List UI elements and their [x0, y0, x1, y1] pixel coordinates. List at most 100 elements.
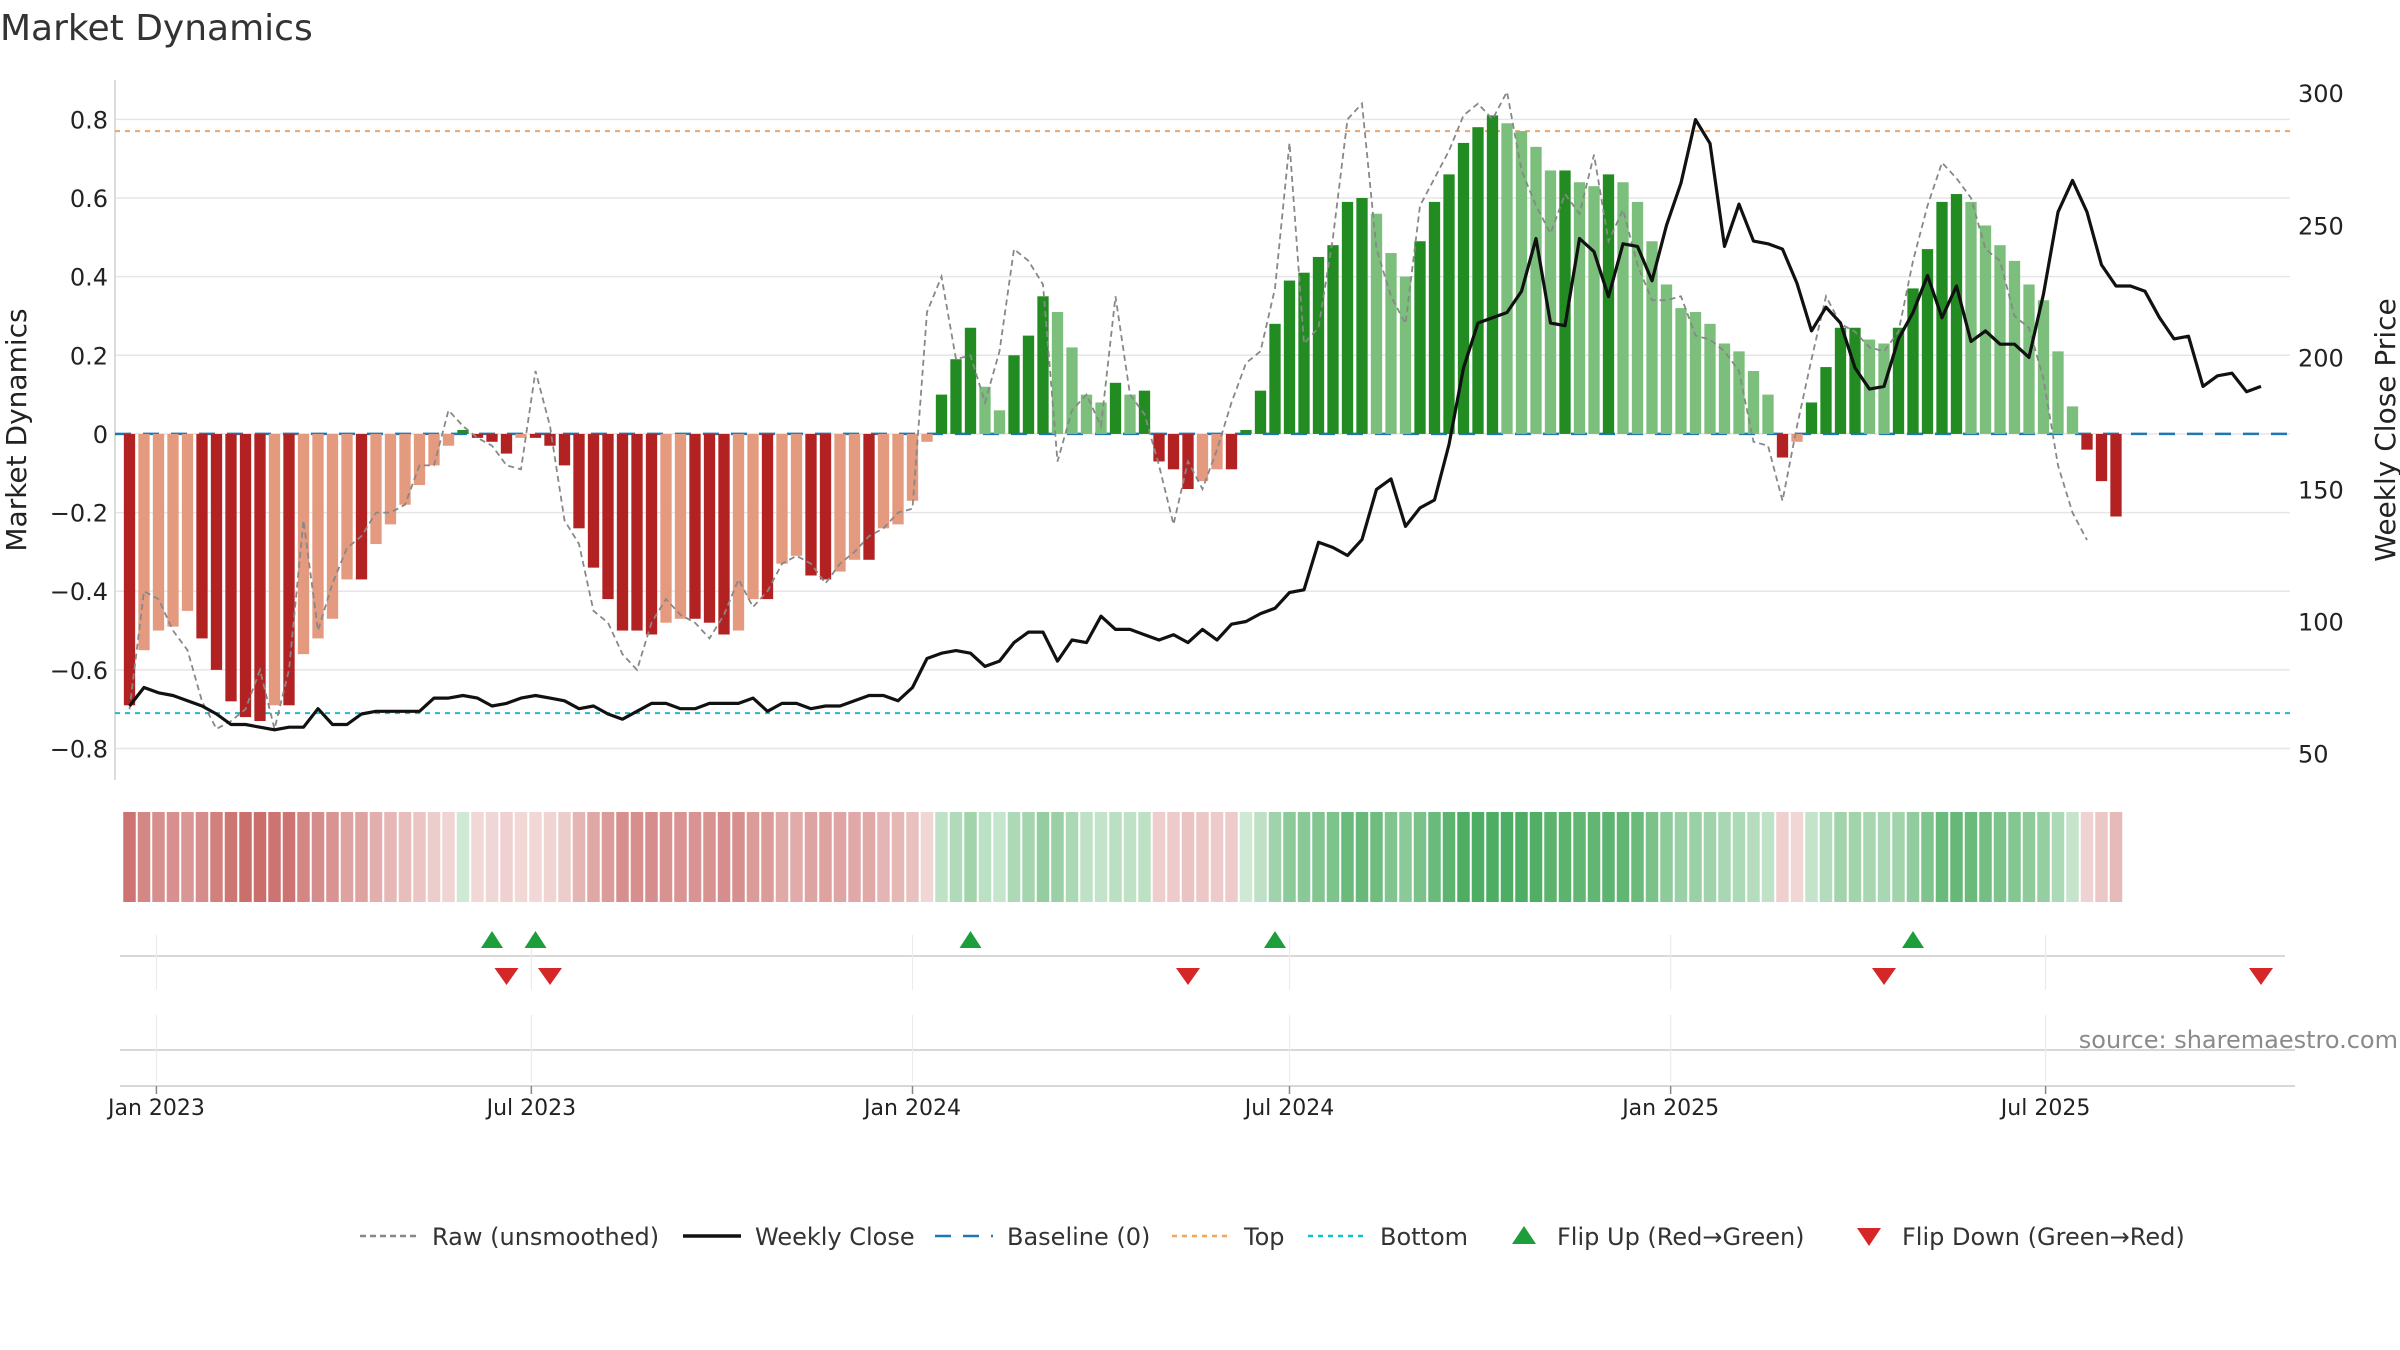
regime-cell — [1210, 812, 1224, 902]
date-tick-label: Jul 2023 — [485, 1096, 577, 1121]
date-tick-label: Jan 2024 — [862, 1096, 961, 1121]
flip-down-marker — [538, 968, 562, 985]
date-tick-label: Jul 2025 — [1999, 1096, 2091, 1121]
dynamics-bar — [616, 433, 629, 631]
dynamics-bar — [935, 394, 948, 434]
regime-cell — [775, 812, 789, 902]
regime-cell — [166, 812, 180, 902]
dynamics-bar — [312, 433, 324, 639]
dynamics-bar — [210, 433, 223, 670]
regime-cell — [1051, 812, 1064, 902]
dynamics-bar — [399, 433, 411, 505]
left-tick-label: 0.8 — [70, 106, 108, 134]
regime-cell — [514, 812, 528, 902]
dynamics-bar — [1269, 323, 1281, 434]
regime-cell — [862, 812, 876, 902]
left-tick-label: −0.4 — [50, 578, 108, 606]
regime-cell — [1587, 812, 1601, 902]
dynamics-bar — [921, 433, 933, 442]
dynamics-bar — [2066, 406, 2079, 434]
dynamics-bar — [529, 433, 542, 438]
dynamics-bar — [138, 433, 150, 651]
legend-label: Baseline (0) — [1007, 1223, 1150, 1251]
left-tick-label: 0.2 — [70, 342, 108, 370]
regime-cell — [471, 812, 484, 902]
dynamics-bar — [1834, 327, 1847, 434]
dynamics-bar — [167, 433, 179, 627]
legend: Raw (unsmoothed) Weekly Close Baseline (0)… — [360, 1223, 2185, 1251]
regime-cell — [485, 812, 499, 902]
dynamics-bar — [428, 433, 440, 466]
regime-cell — [2080, 812, 2094, 902]
dynamics-bar — [471, 433, 484, 438]
flip-up-marker — [524, 931, 547, 948]
regime-cell — [601, 812, 615, 902]
dynamics-bar — [660, 433, 672, 623]
dynamics-bar — [979, 386, 991, 434]
regime-cell — [790, 812, 803, 902]
dynamics-bar — [1254, 390, 1267, 434]
dynamics-bar — [1718, 343, 1731, 434]
legend-flip-up-swatch — [1512, 1226, 1536, 1244]
flip-up-marker — [959, 931, 982, 948]
regime-cell — [239, 812, 252, 902]
dynamics-bar — [993, 410, 1006, 434]
regime-cell — [355, 812, 368, 902]
dynamics-bar — [1646, 241, 1658, 434]
regime-cell — [616, 812, 629, 902]
reference-lines — [115, 130, 2290, 715]
dynamics-bar — [950, 359, 962, 434]
regime-cell — [297, 812, 310, 902]
regime-cell — [369, 812, 383, 902]
dynamics-bar — [1501, 123, 1513, 434]
dynamics-bar — [1341, 201, 1354, 434]
dynamics-bar — [1385, 253, 1397, 434]
dynamics-bar — [123, 433, 136, 706]
dynamics-bar — [544, 433, 556, 446]
regime-cell — [2051, 812, 2065, 902]
dynamics-bar — [587, 433, 600, 568]
regime-cell — [1123, 812, 1137, 902]
dynamics-bar — [1008, 355, 1020, 434]
regime-cell — [587, 812, 600, 902]
regime-cell — [732, 812, 745, 902]
dynamics-bar — [1675, 308, 1687, 434]
regime-cell — [906, 812, 919, 902]
regime-cell — [1732, 812, 1746, 902]
dynamics-bar — [674, 433, 687, 619]
regime-cell — [1138, 812, 1151, 902]
regime-cell — [833, 812, 847, 902]
dynamics-bar — [1356, 197, 1368, 434]
regime-cell — [268, 812, 281, 902]
dynamics-bar — [1907, 288, 1919, 434]
dynamics-bar — [1196, 433, 1209, 482]
regime-cell — [326, 812, 339, 902]
regime-cell — [1761, 812, 1775, 902]
regime-cell — [1442, 812, 1456, 902]
dynamics-bar — [1472, 127, 1484, 434]
dynamics-bar — [370, 433, 382, 545]
regime-cell — [949, 812, 963, 902]
regime-cell — [1326, 812, 1340, 902]
dynamics-bar — [558, 433, 571, 466]
regime-cell — [1268, 812, 1282, 902]
dynamics-bar — [1776, 433, 1789, 458]
date-axis: Jan 2023 Jul 2023 Jan 2024 Jul 2024 Jan 2025… — [106, 1086, 2090, 1121]
dynamics-bar — [2008, 260, 2021, 434]
left-tick-label: −0.8 — [50, 736, 108, 764]
dynamics-bar — [1240, 430, 1252, 434]
regime-cell — [1399, 812, 1412, 902]
dynamics-bar — [1080, 394, 1093, 434]
dynamics-bar — [254, 433, 266, 722]
regime-cell — [1283, 812, 1296, 902]
regime-cell — [877, 812, 890, 902]
regime-cell — [1616, 812, 1630, 902]
regime-cell — [1819, 812, 1833, 902]
dynamics-bar — [1892, 327, 1905, 434]
regime-cell — [427, 812, 441, 902]
regime-cell — [978, 812, 992, 902]
regime-cell — [1515, 812, 1528, 902]
flip-down-marker — [2249, 968, 2273, 985]
regime-cell — [1645, 812, 1659, 902]
